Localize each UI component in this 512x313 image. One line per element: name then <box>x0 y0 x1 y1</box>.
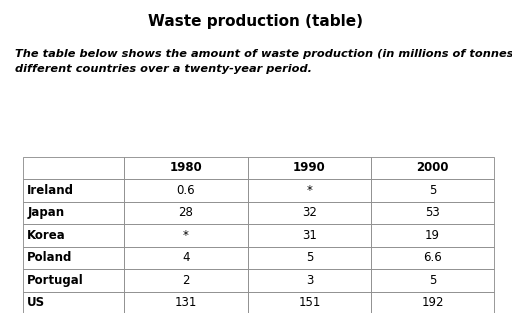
Text: 2: 2 <box>182 274 190 287</box>
Text: Japan: Japan <box>27 206 65 219</box>
Text: 5: 5 <box>429 274 436 287</box>
Text: 1980: 1980 <box>169 161 202 174</box>
Text: Portugal: Portugal <box>27 274 84 287</box>
Text: 1990: 1990 <box>293 161 326 174</box>
Text: 0.6: 0.6 <box>177 184 196 197</box>
Text: 2000: 2000 <box>416 161 449 174</box>
Text: 53: 53 <box>425 206 440 219</box>
Text: The table below shows the amount of waste production (in millions of tonnes) in : The table below shows the amount of wast… <box>15 49 512 59</box>
Text: Korea: Korea <box>27 229 66 242</box>
Text: 3: 3 <box>306 274 313 287</box>
Text: *: * <box>307 184 312 197</box>
Text: Poland: Poland <box>27 251 73 264</box>
Text: *: * <box>183 229 189 242</box>
Text: 4: 4 <box>182 251 190 264</box>
Text: Ireland: Ireland <box>27 184 74 197</box>
Text: 151: 151 <box>298 296 321 310</box>
Text: 5: 5 <box>306 251 313 264</box>
Text: 131: 131 <box>175 296 197 310</box>
Text: 192: 192 <box>421 296 444 310</box>
Text: 19: 19 <box>425 229 440 242</box>
Text: 31: 31 <box>302 229 317 242</box>
Text: 28: 28 <box>179 206 194 219</box>
Text: US: US <box>27 296 45 310</box>
Text: Waste production (table): Waste production (table) <box>148 14 364 29</box>
Text: different countries over a twenty-year period.: different countries over a twenty-year p… <box>15 64 312 74</box>
Text: 5: 5 <box>429 184 436 197</box>
Text: 6.6: 6.6 <box>423 251 442 264</box>
Text: 32: 32 <box>302 206 317 219</box>
